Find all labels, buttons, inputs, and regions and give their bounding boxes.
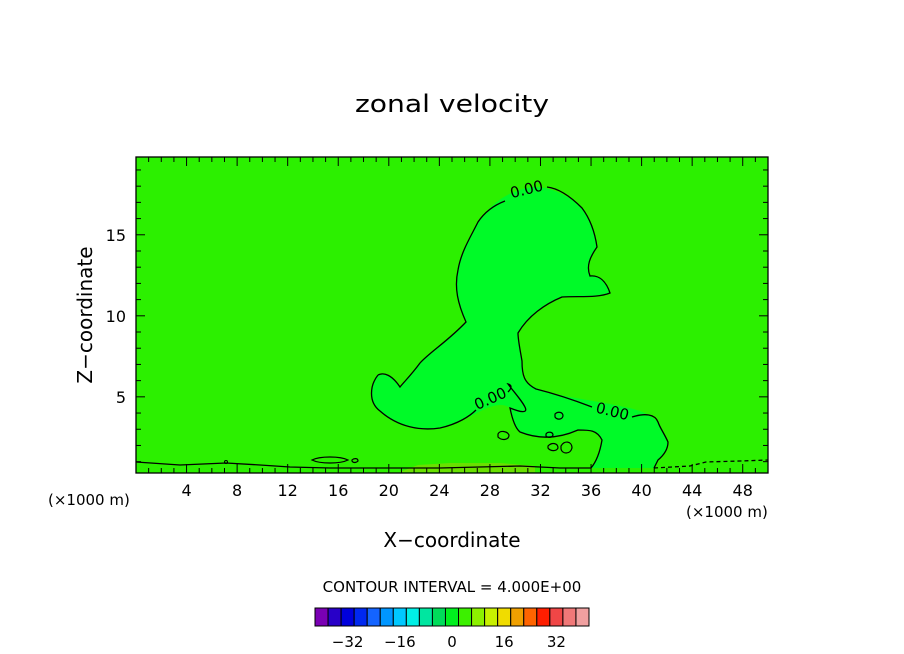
x-unit-right: (×1000 m) xyxy=(686,503,768,521)
x-tick-label: 4 xyxy=(181,481,191,500)
contour-line-main xyxy=(377,200,506,389)
y-tick-label: 15 xyxy=(106,226,126,245)
colorbar xyxy=(314,607,590,627)
colorbar-swatch xyxy=(444,607,460,627)
contour-island xyxy=(224,460,228,464)
contour-interval-text: CONTOUR INTERVAL = 4.000E+00 xyxy=(323,578,582,596)
colorbar-swatch xyxy=(327,607,342,627)
colorbar-swatch xyxy=(510,607,525,627)
colorbar-swatch xyxy=(418,607,433,627)
x-tick-label: 12 xyxy=(278,481,298,500)
contour-line-main xyxy=(631,414,669,469)
colorbar-swatch xyxy=(484,607,499,627)
y-tick-labels: 5 10 15 xyxy=(106,226,126,407)
x-tick-label: 24 xyxy=(429,481,449,500)
colorbar-swatch xyxy=(392,607,407,627)
colorbar-swatch xyxy=(314,607,329,627)
colorbar-swatch xyxy=(562,607,577,627)
contour-line-main xyxy=(517,186,611,408)
plot-background xyxy=(136,157,768,473)
colorbar-labels: −32 −16 0 16 32 xyxy=(332,633,566,651)
x-tick-label: 20 xyxy=(379,481,399,500)
colorbar-swatch xyxy=(471,607,486,627)
axis-ticks xyxy=(136,157,768,473)
colorbar-swatch xyxy=(366,607,381,627)
colorbar-swatch xyxy=(379,607,394,627)
colorbar-tick-label: 0 xyxy=(447,633,457,651)
colorbar-swatch xyxy=(575,607,590,627)
colorbar-swatch xyxy=(353,607,368,627)
colorbar-tick-label: −32 xyxy=(332,633,364,651)
plot-area: 0.000.00 0.00 xyxy=(135,156,769,474)
x-tick-label: 40 xyxy=(631,481,651,500)
y-axis-label: Z−coordinate xyxy=(73,246,97,383)
colorbar-tick-label: 32 xyxy=(547,633,566,651)
contour-island xyxy=(351,458,359,464)
colorbar-swatch xyxy=(405,607,420,627)
surface-layer-fill xyxy=(136,460,768,473)
contour-island xyxy=(310,456,350,464)
contour-line-surface xyxy=(653,459,769,469)
colorbar-tick-label: −16 xyxy=(384,633,416,651)
x-tick-label: 44 xyxy=(682,481,702,500)
x-unit-left: (×1000 m) xyxy=(48,491,130,509)
colorbar-swatch xyxy=(536,607,551,627)
colorbar-swatch xyxy=(497,607,512,627)
colorbar-tick-label: 16 xyxy=(495,633,514,651)
contour-line-surface xyxy=(135,461,591,469)
colorbar-swatch xyxy=(340,607,355,627)
x-tick-label: 8 xyxy=(232,481,242,500)
colorbar-swatch xyxy=(523,607,538,627)
y-tick-label: 5 xyxy=(116,388,126,407)
contour-island xyxy=(547,442,559,452)
contour-region-fill xyxy=(371,186,668,468)
contour-line-main xyxy=(506,382,603,469)
contour-island xyxy=(554,411,564,420)
contour-island xyxy=(560,441,573,454)
y-tick-label: 10 xyxy=(106,307,126,326)
colorbar-swatch xyxy=(549,607,564,627)
colorbar-swatch xyxy=(458,607,473,627)
contour-line-main xyxy=(370,374,477,430)
x-tick-label: 48 xyxy=(733,481,753,500)
contour-island xyxy=(545,431,554,438)
x-tick-label: 16 xyxy=(328,481,348,500)
x-tick-label: 36 xyxy=(581,481,601,500)
x-axis-label: X−coordinate xyxy=(383,528,520,552)
chart-title: zonal velocity xyxy=(355,90,549,118)
contour-island xyxy=(497,430,510,441)
colorbar-swatch xyxy=(431,607,446,627)
x-tick-labels: 4 8 12 16 20 24 28 32 36 40 44 48 xyxy=(181,481,752,500)
x-tick-label: 28 xyxy=(480,481,500,500)
x-tick-label: 32 xyxy=(530,481,550,500)
